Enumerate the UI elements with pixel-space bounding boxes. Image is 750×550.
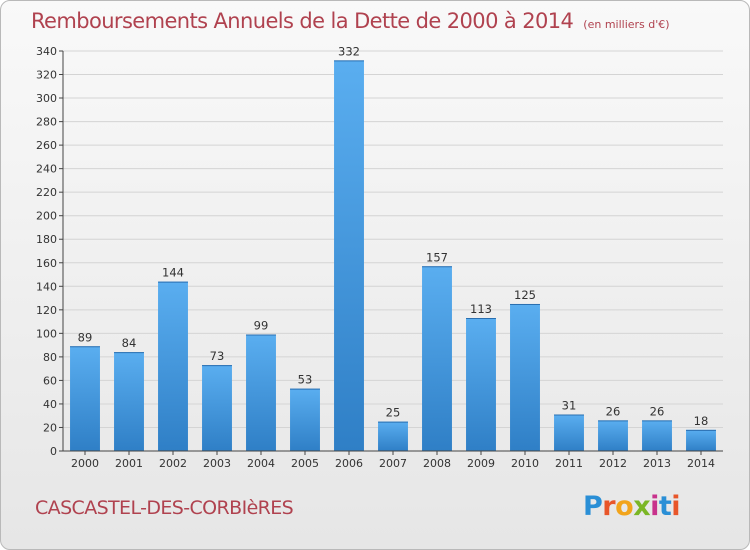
bar-2007 <box>378 421 408 451</box>
y-tick-label: 180 <box>36 233 57 246</box>
proxiti-logo: Proxiti <box>583 491 681 522</box>
data-label: 125 <box>514 288 536 302</box>
data-label: 144 <box>162 266 184 280</box>
data-label: 26 <box>650 404 665 418</box>
data-label: 89 <box>78 330 93 344</box>
y-tick-label: 140 <box>36 280 57 293</box>
title-text: Remboursements Annuels de la Dette de 20… <box>31 9 574 33</box>
bar-2009 <box>466 318 496 451</box>
x-tick-label: 2012 <box>599 457 627 470</box>
bar-2012 <box>598 420 628 451</box>
bar-2000 <box>70 346 100 451</box>
bar-2011 <box>554 414 584 451</box>
y-tick-label: 120 <box>36 304 57 317</box>
bar-2010 <box>510 303 540 451</box>
bar-2013 <box>642 420 672 451</box>
bars: 89 84 144 73 99 53 332 25 157 113 125 31 26 26 18 <box>70 44 716 451</box>
data-label: 53 <box>298 373 313 387</box>
unit-note: (en milliers d'€) <box>583 18 670 31</box>
x-tick-label: 2003 <box>203 457 231 470</box>
bar-2014 <box>686 429 716 451</box>
x-tick-label: 2013 <box>643 457 671 470</box>
data-label: 113 <box>470 302 492 316</box>
y-tick-label: 160 <box>36 257 57 270</box>
bar-2003 <box>202 365 232 451</box>
data-label: 73 <box>210 349 225 363</box>
x-tick-label: 2008 <box>423 457 451 470</box>
logo-letter: i <box>671 491 681 522</box>
x-tick-label: 2007 <box>379 457 407 470</box>
data-label: 25 <box>386 406 401 420</box>
bar-2002 <box>158 281 188 451</box>
bar-2001 <box>114 352 144 451</box>
bar-2004 <box>246 334 276 451</box>
x-tick-label: 2010 <box>511 457 539 470</box>
data-label: 332 <box>338 44 360 58</box>
bar-2005 <box>290 388 320 451</box>
x-tick-label: 2005 <box>291 457 319 470</box>
y-tick-label: 300 <box>36 92 57 105</box>
bar-2008 <box>422 266 452 451</box>
y-tick-label: 40 <box>43 398 57 411</box>
x-tick-label: 2002 <box>159 457 187 470</box>
logo-letter: o <box>615 491 634 522</box>
commune-name: CASCASTEL-DES-CORBIèRES <box>35 497 294 519</box>
y-tick-label: 260 <box>36 139 57 152</box>
x-tick-label: 2011 <box>555 457 583 470</box>
logo-letter: P <box>583 491 603 522</box>
chart-title: Remboursements Annuels de la Dette de 20… <box>31 9 670 33</box>
data-label: 99 <box>254 319 269 333</box>
x-tick-label: 2014 <box>687 457 715 470</box>
data-label: 31 <box>562 399 577 413</box>
y-tick-label: 20 <box>43 421 57 434</box>
data-label: 157 <box>426 250 448 264</box>
y-tick-label: 280 <box>36 116 57 129</box>
x-tick-label: 2009 <box>467 457 495 470</box>
x-tick-label: 2004 <box>247 457 275 470</box>
logo-letter: t <box>658 491 672 522</box>
logo-letter: x <box>633 491 651 522</box>
data-label: 18 <box>694 414 709 428</box>
y-tick-label: 220 <box>36 186 57 199</box>
data-label: 84 <box>122 336 137 350</box>
y-tick-label: 320 <box>36 69 57 82</box>
y-tick-label: 0 <box>50 445 57 458</box>
x-tick-label: 2000 <box>71 457 99 470</box>
y-tick-label: 340 <box>36 45 57 58</box>
y-tick-label: 100 <box>36 327 57 340</box>
x-tick-label: 2001 <box>115 457 143 470</box>
data-label: 26 <box>606 404 621 418</box>
y-tick-label: 200 <box>36 210 57 223</box>
y-tick-label: 60 <box>43 374 57 387</box>
bar-2006 <box>334 60 364 451</box>
logo-letter: i <box>650 491 659 522</box>
axes: 0 20 40 60 80 100 120 140 160 180 200 220 240 260 280 3… <box>36 45 723 470</box>
x-tick-label: 2006 <box>335 457 363 470</box>
logo-letter: r <box>602 491 616 522</box>
y-tick-label: 80 <box>43 351 57 364</box>
y-tick-label: 240 <box>36 163 57 176</box>
